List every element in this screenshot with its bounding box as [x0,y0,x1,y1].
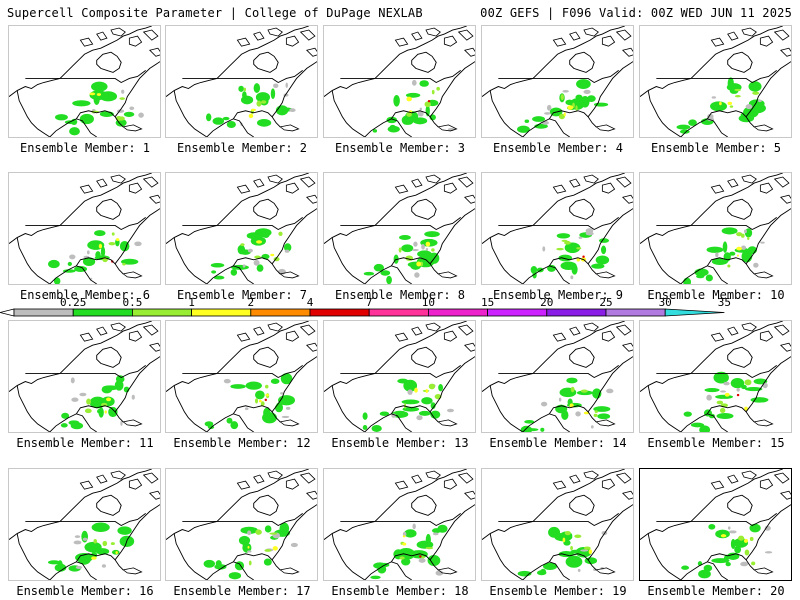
colorbar-segment [605,308,666,317]
ensemble-member-panel-11[interactable] [8,320,161,433]
ensemble-member-label: Ensemble Member: 2 [176,141,308,155]
ensemble-member-panel-8[interactable] [323,172,476,285]
ensemble-member-label: Ensemble Member: 17 [173,584,311,598]
ensemble-member-panel-3[interactable] [323,25,476,138]
north-america-map [482,26,633,137]
north-america-map [324,469,475,580]
colorbar-tick-label: 7 [365,296,373,309]
north-america-map [640,469,791,580]
colorbar-segment [250,308,311,317]
ensemble-member-label: Ensemble Member: 3 [334,141,466,155]
ensemble-member-panel-16[interactable] [8,468,161,581]
colorbar-tick-label: 15 [480,296,495,309]
ensemble-member-label: Ensemble Member: 4 [492,141,624,155]
north-america-map [9,26,160,137]
colorbar-tick-label: 4 [306,296,314,309]
ensemble-member-panel-15[interactable] [639,320,792,433]
ensemble-member-label: Ensemble Member: 7 [176,288,308,302]
north-america-map [324,26,475,137]
ensemble-member-panel-20[interactable] [639,468,792,581]
north-america-map [9,173,160,284]
north-america-map [166,469,317,580]
ensemble-member-label: Ensemble Member: 8 [334,288,466,302]
north-america-map [166,321,317,432]
north-america-map [166,26,317,137]
north-america-map [9,469,160,580]
colorbar-tick-label: 1 [188,296,195,309]
north-america-map [324,173,475,284]
north-america-map [482,469,633,580]
ensemble-member-panel-1[interactable] [8,25,161,138]
ensemble-member-panel-4[interactable] [481,25,634,138]
ensemble-member-label: Ensemble Member: 20 [647,584,785,598]
colorbar-segment [191,308,252,317]
ensemble-member-label: Ensemble Member: 11 [16,436,154,450]
ensemble-member-label: Ensemble Member: 16 [16,584,154,598]
ensemble-member-panel-19[interactable] [481,468,634,581]
ensemble-member-label: Ensemble Member: 12 [173,436,311,450]
colorbar-tick-label: 0.5 [122,296,143,309]
ensemble-member-label: Ensemble Member: 14 [489,436,627,450]
north-america-map [482,321,633,432]
ensemble-member-label: Ensemble Member: 9 [492,288,624,302]
north-america-map [640,321,791,432]
ensemble-member-label: Ensemble Member: 13 [331,436,469,450]
colorbar-tick-label: 0.25 [59,296,87,309]
map-title: Supercell Composite Parameter | College … [7,6,423,20]
ensemble-member-panel-5[interactable] [639,25,792,138]
colorbar-tick-label: 30 [658,296,672,309]
north-america-map [166,173,317,284]
ensemble-member-label: Ensemble Member: 5 [650,141,782,155]
colorbar-segment [368,308,429,317]
colorbar-segment [546,308,607,317]
colorbar-segment [664,308,725,317]
colorbar-segment [309,308,370,317]
ensemble-member-panel-2[interactable] [165,25,318,138]
ensemble-member-label: Ensemble Member: 6 [19,288,151,302]
colorbar-left-arrow [0,308,15,317]
north-america-map [324,321,475,432]
ensemble-member-panel-6[interactable] [8,172,161,285]
colorbar-tick-label: 25 [599,296,613,309]
ensemble-member-label: Ensemble Member: 18 [331,584,469,598]
ensemble-member-label: Ensemble Member: 15 [647,436,785,450]
ensemble-member-panel-17[interactable] [165,468,318,581]
colorbar-segment [72,308,133,317]
run-info: 00Z GEFS | F096 Valid: 00Z WED JUN 11 20… [480,6,792,20]
north-america-map [9,321,160,432]
colorbar-segment [487,308,548,317]
colorbar-tick-label: 10 [421,296,436,309]
colorbar-segment [131,308,192,317]
ensemble-member-panel-9[interactable] [481,172,634,285]
ensemble-member-label: Ensemble Member: 19 [489,584,627,598]
ensemble-member-label: Ensemble Member: 10 [647,288,785,302]
north-america-map [640,173,791,284]
colorbar-segment [13,308,74,317]
colorbar-tick-label: 35 [717,296,732,309]
north-america-map [640,26,791,137]
ensemble-member-panel-10[interactable] [639,172,792,285]
ensemble-member-label: Ensemble Member: 1 [19,141,151,155]
colorbar-tick-label: 20 [540,296,554,309]
ensemble-member-panel-7[interactable] [165,172,318,285]
ensemble-member-panel-12[interactable] [165,320,318,433]
ensemble-member-panel-13[interactable] [323,320,476,433]
colorbar-segment [427,308,488,317]
north-america-map [482,173,633,284]
ensemble-member-panel-18[interactable] [323,468,476,581]
colorbar-tick-label: 2 [247,296,255,309]
ensemble-member-panel-14[interactable] [481,320,634,433]
color-scale-bar [0,308,725,317]
